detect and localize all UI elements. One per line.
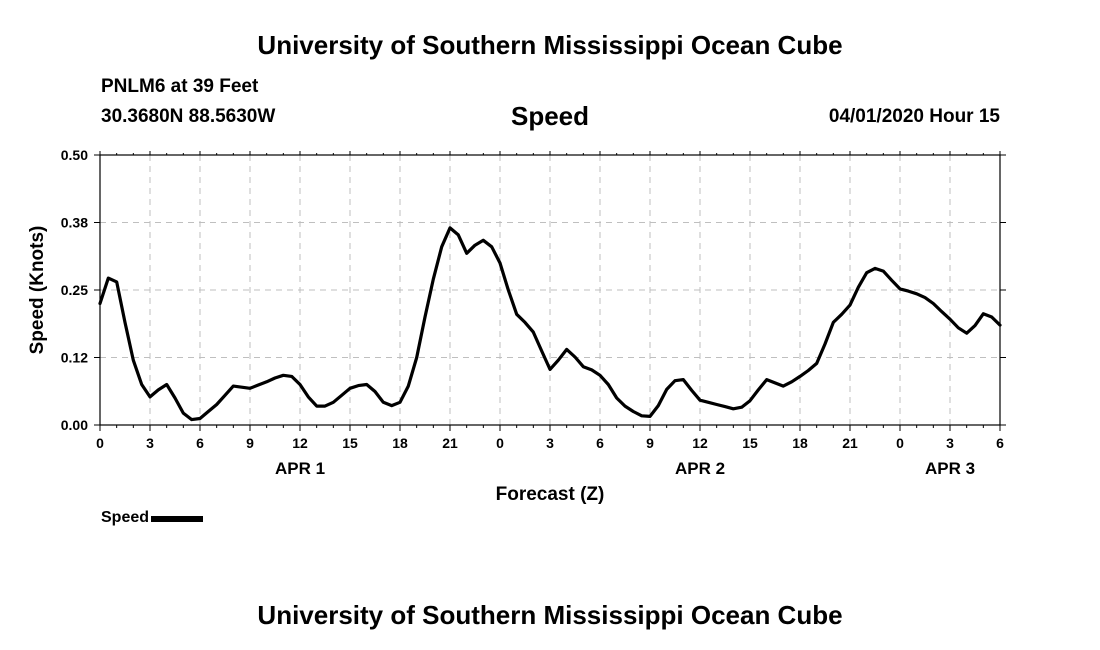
x-tick-label: 3 <box>146 435 154 451</box>
y-tick-label: 0.38 <box>61 215 88 231</box>
x-tick-label: 6 <box>196 435 204 451</box>
x-tick-label: 0 <box>96 435 104 451</box>
station-name: PNLM6 at 39 Feet <box>101 76 259 97</box>
header-title: University of Southern Mississippi Ocean… <box>257 30 843 60</box>
legend-label: Speed <box>101 509 150 526</box>
x-tick-label: 18 <box>392 435 408 451</box>
x-tick-label: 6 <box>596 435 604 451</box>
y-tick-label: 0.50 <box>61 147 88 163</box>
x-tick-label: 0 <box>896 435 904 451</box>
x-tick-label: 12 <box>292 435 308 451</box>
y-tick-label: 0.12 <box>61 350 88 366</box>
chart-ticks: 0 3 6 9 12 15 18 21 0 3 6 9 12 15 18 21 0 3 6 0.00 0.12 0.25 0… <box>61 147 1006 478</box>
chart-legend: Speed <box>101 509 204 527</box>
x-axis-label: Forecast (Z) <box>496 484 605 505</box>
x-tick-label: 15 <box>342 435 358 451</box>
y-tick-label: 0.00 <box>61 417 88 433</box>
x-tick-label: 9 <box>646 435 654 451</box>
chart-grid <box>100 155 1000 425</box>
x-tick-label: 21 <box>442 435 458 451</box>
forecast-date: 04/01/2020 Hour 15 <box>828 106 1000 127</box>
x-tick-label: 18 <box>792 435 808 451</box>
chart-title: Speed <box>510 101 590 131</box>
footer-title: University of Southern Mississippi Ocean… <box>257 600 843 630</box>
y-axis-label: Speed (Knots) <box>27 226 48 355</box>
day-label: APR 3 <box>925 459 975 478</box>
x-tick-label: 6 <box>996 435 1004 451</box>
chart-series <box>98 226 1002 422</box>
series-line-speed <box>98 226 1002 422</box>
legend-swatch <box>151 516 204 522</box>
day-label: APR 1 <box>275 459 325 478</box>
day-label: APR 2 <box>675 459 725 478</box>
station-coordinates: 30.3680N 88.5630W <box>101 106 276 127</box>
x-tick-label: 15 <box>742 435 758 451</box>
x-tick-label: 21 <box>842 435 858 451</box>
x-tick-label: 3 <box>946 435 954 451</box>
x-tick-label: 9 <box>246 435 254 451</box>
x-tick-label: 12 <box>692 435 708 451</box>
x-tick-label: 3 <box>546 435 554 451</box>
x-tick-label: 0 <box>496 435 504 451</box>
y-tick-label: 0.25 <box>61 282 88 298</box>
